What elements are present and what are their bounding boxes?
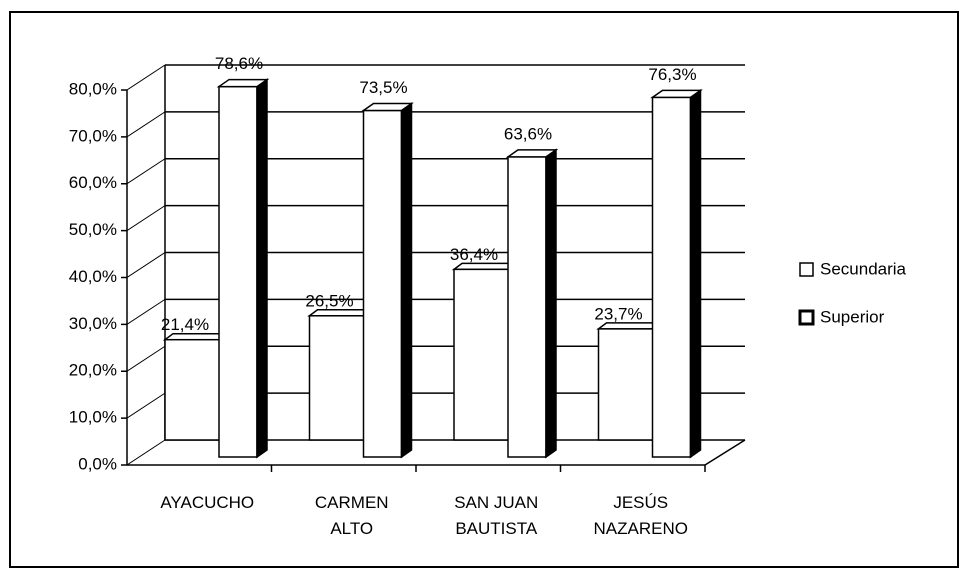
bar-side	[545, 148, 557, 459]
y-tick-label: 40,0%	[69, 267, 117, 286]
y-tick-label: 50,0%	[69, 220, 117, 239]
data-label: 21,4%	[161, 315, 209, 334]
legend-swatch	[799, 262, 814, 277]
bar	[308, 315, 366, 441]
bar-side	[400, 102, 413, 459]
grid-line-side	[126, 158, 166, 185]
legend-label: Superior	[820, 307, 885, 326]
grid-line-side	[126, 205, 166, 232]
bar-top	[650, 89, 703, 99]
data-label: 78,6%	[215, 54, 263, 73]
bar	[453, 268, 510, 441]
grid-line-side	[126, 345, 166, 372]
x-tick-label: SAN JUAN BAUTISTA	[454, 493, 539, 538]
grid-line-side	[126, 298, 166, 325]
data-label: 63,6%	[504, 124, 552, 143]
y-tick-label: 30,0%	[69, 314, 117, 333]
bar-top	[505, 149, 559, 158]
bar-top	[216, 78, 270, 88]
bar	[651, 96, 692, 458]
data-label: 36,4%	[450, 245, 498, 264]
y-tick-label: 60,0%	[69, 173, 117, 192]
grid-line-side	[126, 252, 166, 278]
data-label: 23,7%	[594, 304, 642, 323]
grid-line-side	[126, 439, 166, 466]
x-tick-label: AYACUCHO	[160, 493, 255, 512]
bar	[218, 85, 258, 458]
grid-line-side	[126, 111, 166, 138]
floor-edge	[704, 439, 746, 466]
data-label: 26,5%	[305, 291, 353, 310]
grid-line-side	[126, 392, 166, 419]
grid-line-side	[126, 64, 166, 91]
data-label: 73,5%	[359, 78, 407, 97]
bar-side	[689, 88, 702, 459]
y-tick-label: 80,0%	[69, 79, 117, 98]
bar	[597, 328, 655, 441]
bar-top	[361, 102, 414, 112]
x-tick-label: CARMEN ALTO	[314, 493, 389, 538]
x-tick-label: JESÚS NAZARENO	[593, 493, 688, 538]
bar	[164, 338, 221, 441]
bar	[507, 156, 547, 458]
legend-label: Secundaria	[820, 259, 907, 278]
bar	[362, 109, 403, 458]
data-label: 76,3%	[648, 65, 696, 84]
y-tick-label: 70,0%	[69, 126, 117, 145]
legend-swatch	[798, 309, 815, 326]
y-tick-label: 10,0%	[69, 408, 117, 427]
y-tick-label: 0,0%	[78, 454, 117, 473]
y-tick-label: 20,0%	[69, 361, 117, 380]
bar-side	[256, 78, 268, 459]
